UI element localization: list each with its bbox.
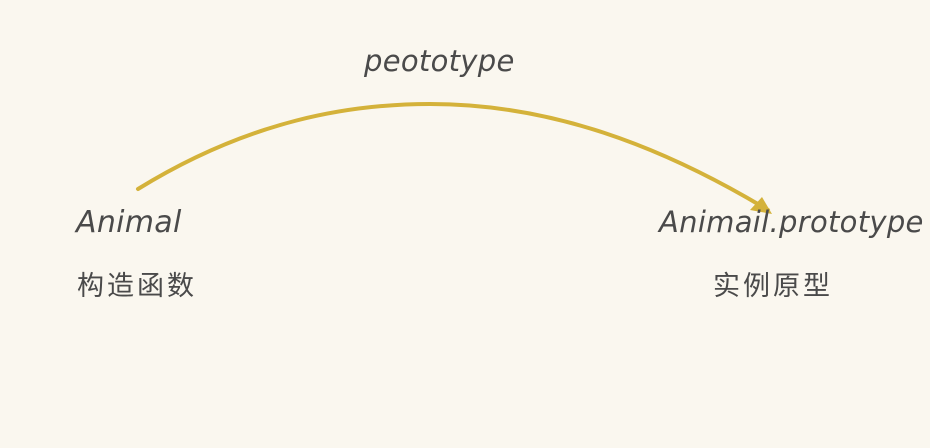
right-node-subtitle: 实例原型	[713, 271, 833, 302]
edge-label: peototype	[364, 44, 515, 78]
prototype-arrow-path	[136, 101, 770, 212]
right-node-title: Animail.prototype	[659, 205, 924, 239]
prototype-arrowhead	[750, 197, 772, 214]
left-node-title: Animal	[76, 205, 182, 240]
left-node-subtitle: 构造函数	[77, 271, 197, 302]
